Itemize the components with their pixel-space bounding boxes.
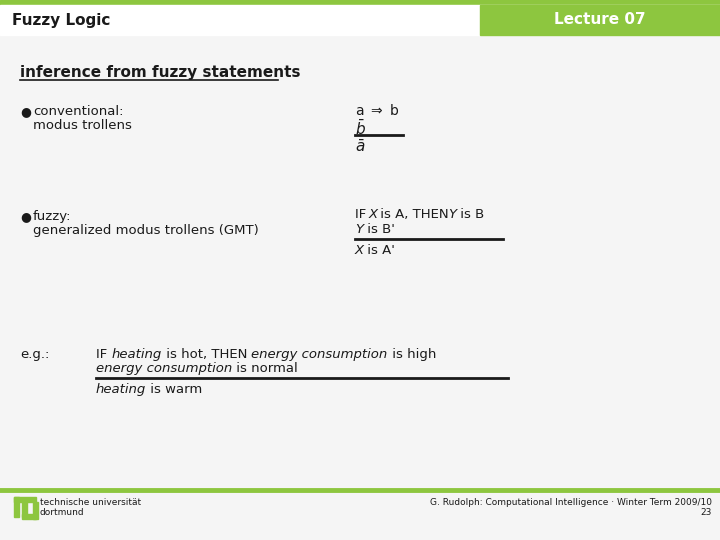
- Text: $\bar{b}$: $\bar{b}$: [355, 119, 366, 138]
- Bar: [14, 497, 36, 502]
- Bar: [33, 502, 38, 519]
- Text: conventional:: conventional:: [33, 105, 124, 118]
- Text: $\bar{a}$: $\bar{a}$: [355, 139, 365, 155]
- Text: energy consumption: energy consumption: [96, 362, 233, 375]
- Text: X: X: [369, 208, 378, 221]
- Text: technische universität
dortmund: technische universität dortmund: [40, 498, 141, 517]
- Bar: [14, 497, 19, 517]
- Text: modus trollens: modus trollens: [33, 119, 132, 132]
- Text: is A': is A': [363, 244, 395, 257]
- Text: fuzzy:: fuzzy:: [33, 210, 71, 223]
- Text: energy consumption: energy consumption: [251, 348, 387, 361]
- Text: is B': is B': [363, 223, 395, 236]
- Bar: [22, 502, 27, 517]
- Bar: [0, 5, 720, 35]
- Text: is B: is B: [456, 208, 485, 221]
- Bar: [22, 514, 36, 519]
- Bar: [0, 0, 720, 5]
- Text: IF: IF: [355, 208, 371, 221]
- Text: is warm: is warm: [146, 383, 202, 396]
- Text: heating: heating: [96, 383, 146, 396]
- Text: Fuzzy Logic: Fuzzy Logic: [12, 12, 110, 28]
- Text: is hot, THEN: is hot, THEN: [162, 348, 251, 361]
- Text: e.g.:: e.g.:: [20, 348, 50, 361]
- Text: is normal: is normal: [233, 362, 298, 375]
- Text: IF: IF: [96, 348, 112, 361]
- Text: Y: Y: [448, 208, 456, 221]
- Text: heating: heating: [112, 348, 162, 361]
- Text: ●: ●: [20, 210, 31, 223]
- Text: G. Rudolph: Computational Intelligence · Winter Term 2009/10
23: G. Rudolph: Computational Intelligence ·…: [430, 498, 712, 517]
- Text: Lecture 07: Lecture 07: [554, 12, 646, 28]
- Bar: [480, 5, 720, 35]
- Text: is A, THEN: is A, THEN: [376, 208, 453, 221]
- Text: generalized modus trollens (GMT): generalized modus trollens (GMT): [33, 224, 258, 237]
- Text: Y: Y: [355, 223, 363, 236]
- Text: ●: ●: [20, 105, 31, 118]
- Text: inference from fuzzy statements: inference from fuzzy statements: [20, 65, 300, 80]
- Text: is high: is high: [387, 348, 436, 361]
- Text: X: X: [355, 244, 364, 257]
- Text: a $\Rightarrow$ b: a $\Rightarrow$ b: [355, 103, 400, 118]
